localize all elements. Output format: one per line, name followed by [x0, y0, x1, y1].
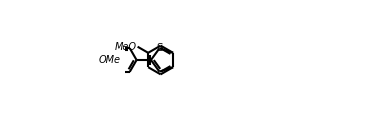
Text: MeO: MeO [114, 42, 136, 52]
Text: OMe: OMe [98, 55, 120, 65]
Text: S: S [156, 43, 163, 53]
